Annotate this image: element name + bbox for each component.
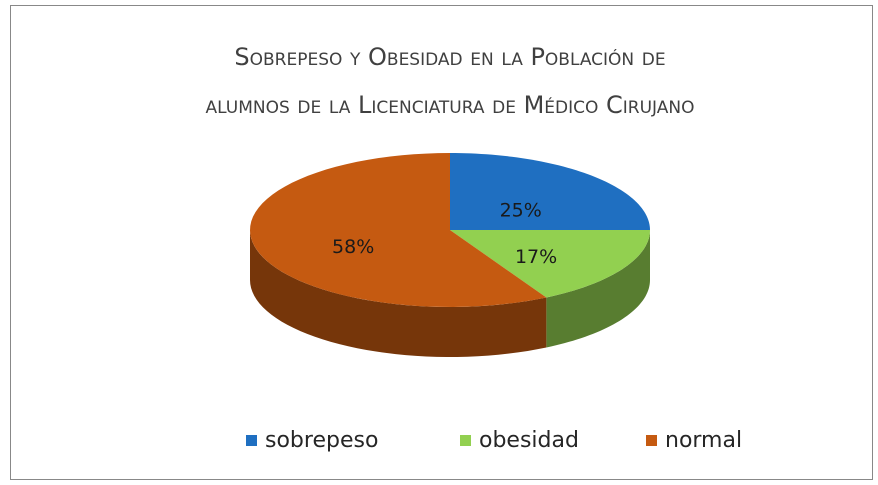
legend-swatch — [646, 435, 657, 446]
data-label: 17% — [515, 246, 557, 268]
pie-side — [546, 230, 650, 348]
legend-label: normal — [665, 428, 742, 453]
pie-slice — [250, 153, 547, 307]
chart-title: Sobrepeso y Obesidad en la Población de — [234, 43, 665, 71]
legend-swatch — [246, 435, 257, 446]
pie-slice — [450, 153, 650, 230]
pie-side — [250, 230, 547, 357]
data-label: 58% — [332, 236, 374, 258]
legend-label: sobrepeso — [265, 428, 378, 453]
legend-swatch — [460, 435, 471, 446]
pie-slice — [450, 230, 650, 298]
legend-label: obesidad — [479, 428, 579, 453]
chart-title: alumnos de la Licenciatura de Médico Cir… — [206, 91, 695, 119]
data-label: 25% — [500, 199, 542, 221]
